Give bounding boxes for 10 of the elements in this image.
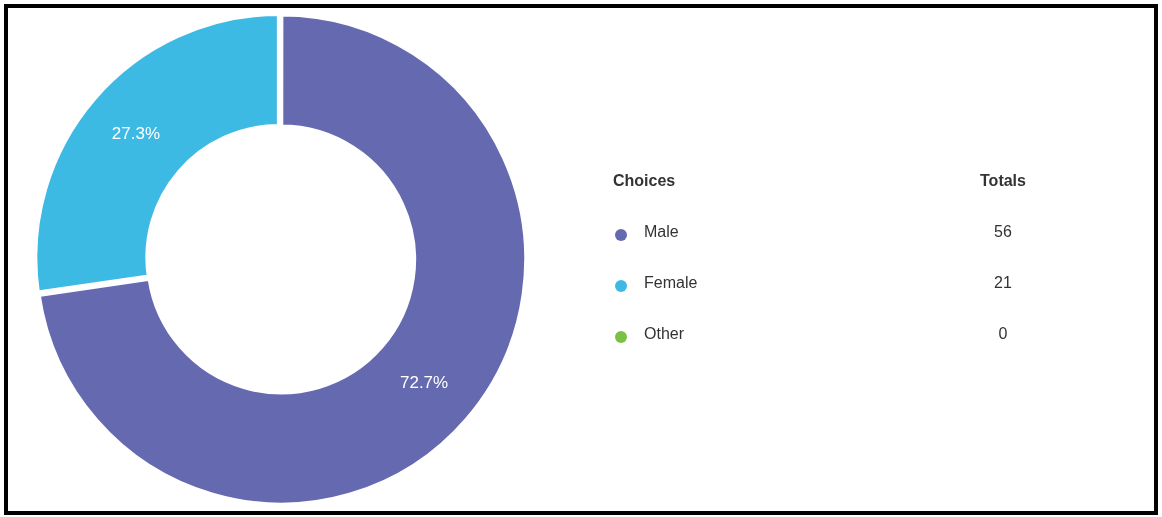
legend-label: Other (644, 325, 685, 343)
data-label: 72.7% (399, 372, 449, 392)
legend-label: Male (644, 223, 679, 241)
text: 0 (997, 325, 1009, 343)
text: 56 (993, 223, 1013, 241)
legend-label: Female (644, 274, 698, 292)
legend-title: Choices (613, 172, 676, 190)
text: 21 (993, 274, 1013, 292)
data-label: 27.3% (111, 123, 161, 143)
text: Totals (979, 172, 1027, 190)
